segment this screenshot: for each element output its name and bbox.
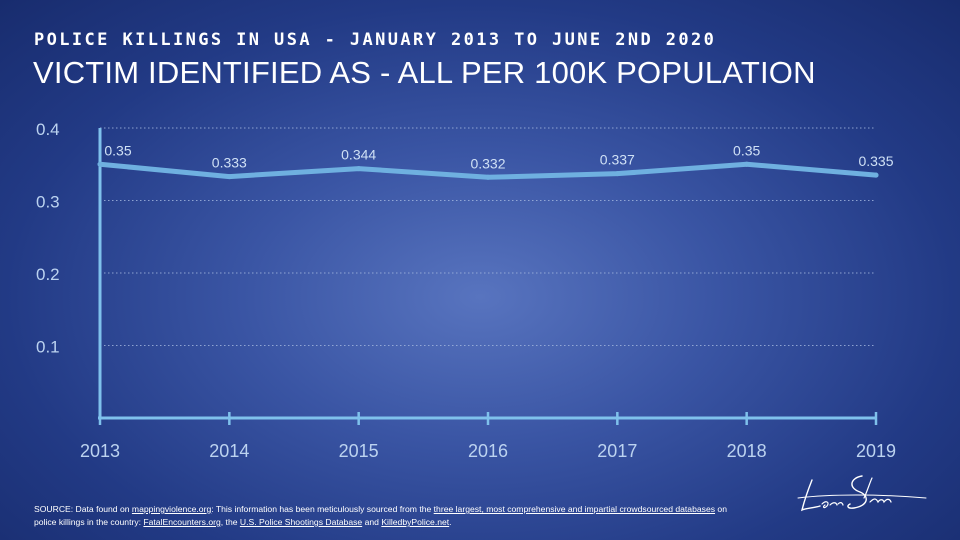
data-point [744, 161, 750, 167]
data-point [97, 161, 103, 167]
chart-supertitle: POLICE KILLINGS IN USA - JANUARY 2013 TO… [34, 30, 717, 50]
x-tick-label: 2018 [727, 441, 767, 461]
gridlines [100, 127, 876, 346]
y-tick-label: 0.4 [36, 120, 60, 139]
handwritten-signature-icon [797, 475, 927, 512]
series-group [97, 161, 879, 180]
y-tick-label: 0.2 [36, 265, 60, 284]
data-point [226, 174, 232, 180]
x-tick-label: 2019 [856, 441, 896, 461]
source-text: : This information has been meticulously… [211, 504, 434, 514]
y-tick-label: 0.1 [36, 338, 60, 357]
data-point [356, 166, 362, 172]
source-text: and [362, 517, 382, 527]
data-label: 0.335 [858, 153, 893, 169]
data-label: 0.333 [212, 155, 247, 171]
x-tick-label: 2016 [468, 441, 508, 461]
data-point [614, 171, 620, 177]
data-label: 0.337 [600, 152, 635, 168]
x-tick-labels: 2013 2014 2015 2016 2017 2018 2019 [80, 441, 896, 461]
x-tick-label: 2013 [80, 441, 120, 461]
y-tick-labels: 0.1 0.2 0.3 0.4 [36, 120, 60, 357]
chart-title: VICTIM IDENTIFIED AS - ALL PER 100K POPU… [33, 55, 816, 90]
data-label: 0.332 [470, 155, 505, 171]
data-label: 0.35 [733, 142, 760, 158]
source-link-fatalencounters[interactable]: FatalEncounters.org [143, 517, 221, 527]
source-note: SOURCE: Data found on mappingviolence.or… [34, 503, 734, 529]
source-text: on police killings in the country: [34, 504, 727, 527]
x-tick-label: 2014 [209, 441, 249, 461]
data-label: 0.35 [104, 142, 131, 158]
source-link-databases[interactable]: three largest, most comprehensive and im… [433, 504, 716, 514]
data-point [873, 172, 879, 178]
source-prefix: SOURCE: Data found on [34, 504, 132, 514]
x-tick-label: 2015 [339, 441, 379, 461]
source-link-killedbypolice[interactable]: KilledbyPolice.net [381, 517, 450, 527]
data-point [485, 174, 491, 180]
data-labels: 0.35 0.333 0.344 0.332 0.337 0.35 0.335 [104, 142, 893, 171]
source-link-police-shootings-db[interactable]: U.S. Police Shootings Database [239, 517, 363, 527]
source-link-mappingviolence[interactable]: mappingviolence.org [131, 504, 212, 514]
axes [98, 128, 878, 425]
y-tick-label: 0.3 [36, 193, 60, 212]
source-suffix: . [449, 517, 452, 527]
x-tick-label: 2017 [597, 441, 637, 461]
data-label: 0.344 [341, 147, 376, 163]
line-chart: 0.10.20.30.4 2013 2014 2015 2016 2017 2018 201… [36, 120, 896, 461]
source-text: , the [220, 517, 240, 527]
